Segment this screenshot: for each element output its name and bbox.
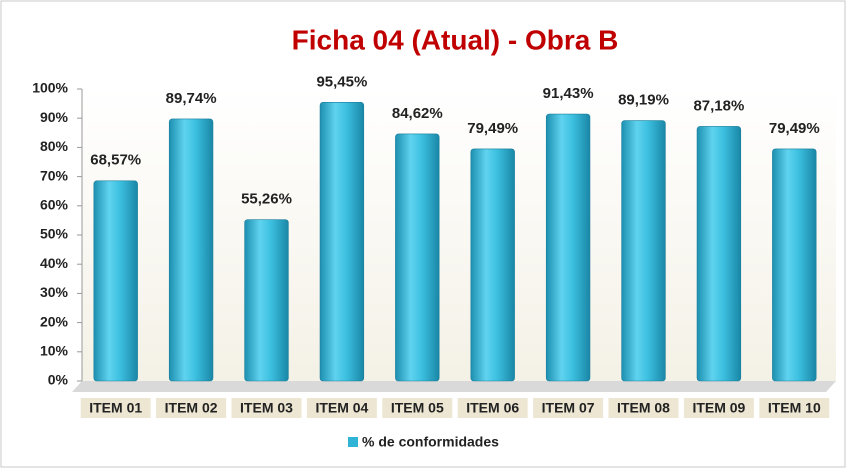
data-label: 84,62%	[392, 105, 443, 122]
data-label: 91,43%	[543, 85, 594, 102]
data-label: 79,49%	[467, 120, 518, 137]
bar	[772, 148, 817, 382]
chart-title: Ficha 04 (Atual) - Obra B	[292, 24, 619, 55]
x-tick-label: ITEM 04	[315, 400, 368, 416]
bar	[93, 180, 138, 382]
y-tick-label: 90%	[40, 109, 69, 125]
x-tick-label: ITEM 06	[466, 400, 519, 416]
data-label: 89,74%	[166, 90, 217, 107]
x-tick-label: ITEM 08	[617, 400, 670, 416]
data-label: 79,49%	[769, 120, 820, 137]
bar	[319, 101, 365, 382]
x-label-bg	[382, 398, 453, 418]
y-tick-label: 30%	[40, 284, 69, 300]
y-tick-label: 40%	[40, 255, 69, 271]
x-tick-label: ITEM 01	[89, 400, 142, 416]
bar	[168, 118, 214, 382]
x-tick-label: ITEM 03	[240, 400, 293, 416]
data-label: 89,19%	[618, 92, 669, 109]
y-tick-label: 0%	[48, 372, 69, 388]
x-label-bg	[533, 398, 604, 418]
bar	[395, 133, 440, 382]
x-label-bg	[457, 398, 528, 418]
data-label: 55,26%	[241, 191, 292, 208]
data-label: 87,18%	[693, 97, 744, 114]
x-tick-label: ITEM 10	[768, 400, 821, 416]
x-label-bg	[80, 398, 151, 418]
bar	[470, 148, 515, 382]
x-label-bg	[231, 398, 302, 418]
y-tick-label: 50%	[40, 226, 69, 242]
x-tick-label: ITEM 05	[391, 400, 444, 416]
x-label-bg	[683, 398, 754, 418]
x-tick-label: ITEM 02	[165, 400, 218, 416]
bar	[621, 120, 666, 382]
bar	[696, 126, 742, 382]
floor	[72, 381, 836, 392]
y-tick-label: 70%	[40, 167, 69, 183]
data-label: 68,57%	[90, 152, 141, 169]
legend-label: % de conformidades	[362, 434, 499, 450]
y-tick-label: 100%	[32, 80, 68, 96]
bar	[545, 113, 591, 382]
bar	[244, 219, 289, 382]
x-label-bg	[306, 398, 377, 418]
x-label-bg	[156, 398, 227, 418]
y-tick-label: 60%	[40, 197, 69, 213]
y-tick-label: 80%	[40, 138, 69, 154]
legend-swatch	[348, 437, 358, 447]
x-label-bg	[759, 398, 830, 418]
x-label-bg	[608, 398, 679, 418]
x-tick-label: ITEM 07	[542, 400, 595, 416]
data-label: 95,45%	[316, 73, 367, 90]
x-tick-label: ITEM 09	[692, 400, 745, 416]
y-tick-label: 10%	[40, 343, 69, 359]
y-tick-label: 20%	[40, 313, 69, 329]
